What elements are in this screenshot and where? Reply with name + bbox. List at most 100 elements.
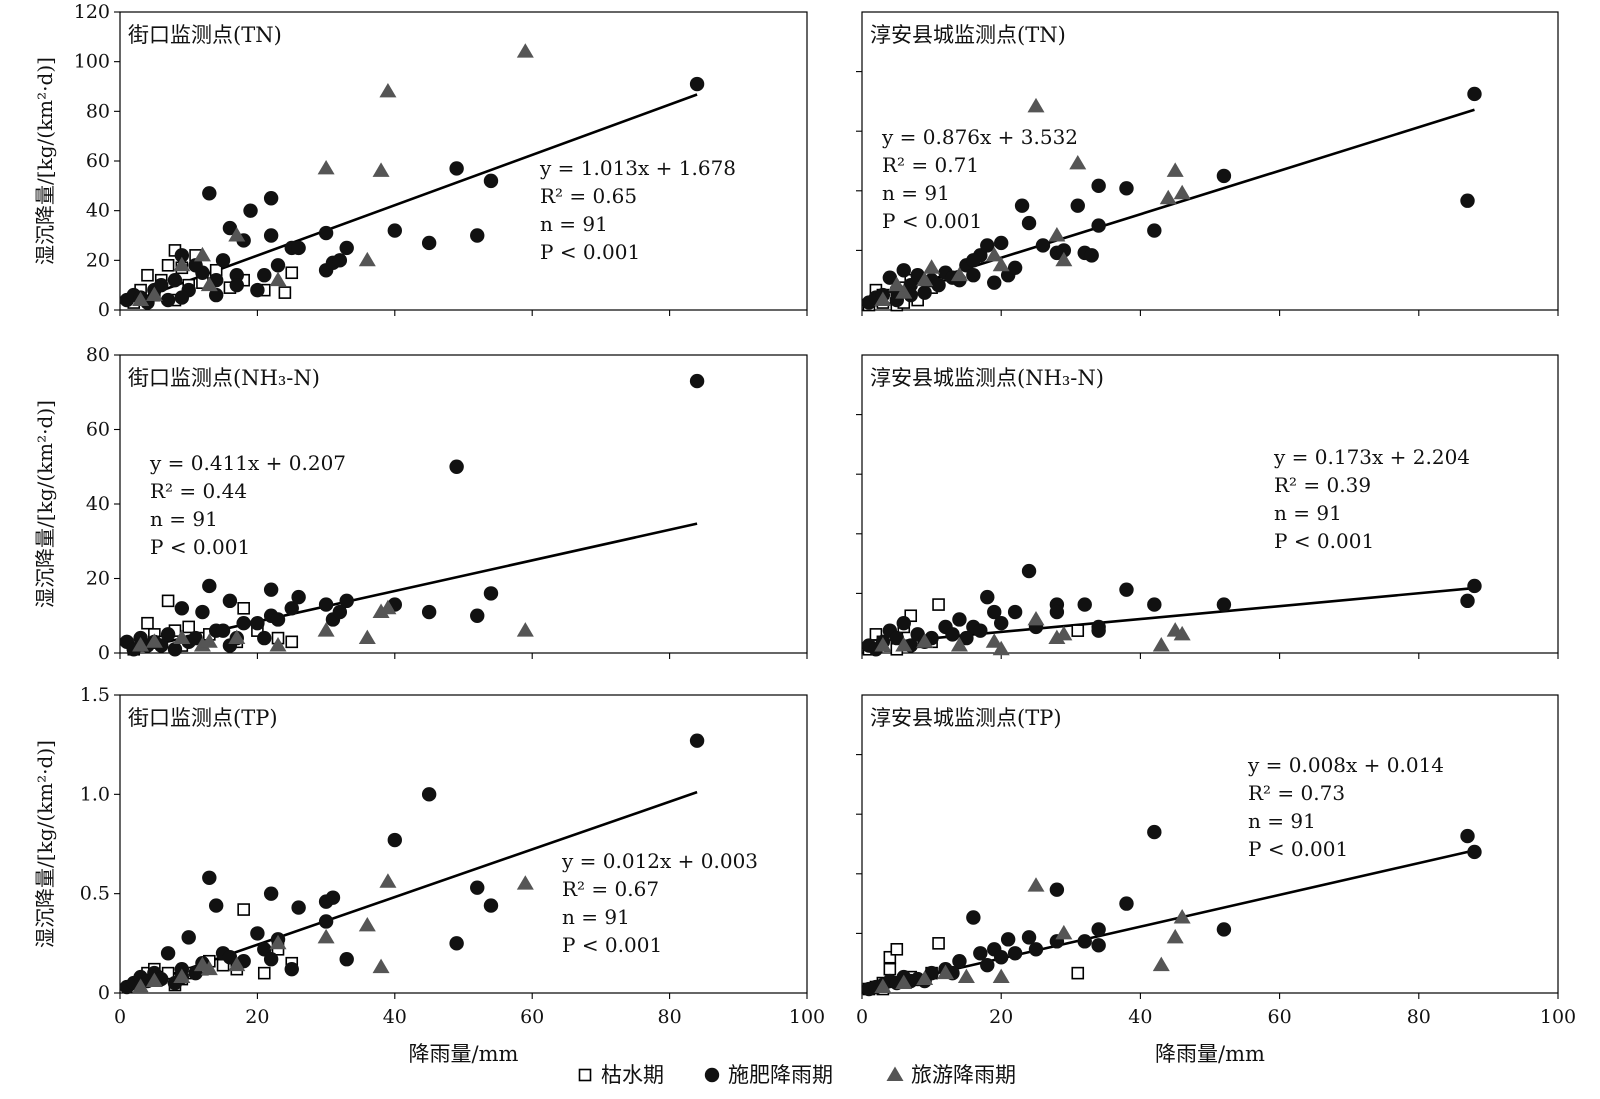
fertilization-rain-point [1147,824,1162,840]
tourism-rain-point [358,916,376,932]
tourism-rain-point [1048,227,1066,242]
tourism-rain-point [379,82,397,98]
fertilization-rain-point [339,240,354,256]
plot-frame [119,694,808,994]
fertilization-rain-point [243,203,258,218]
x-tick-label: 60 [1268,1006,1292,1028]
y-tick-label: 0 [98,642,110,664]
dry-season-point [904,609,918,623]
regression-annotation: P < 0.001 [562,933,662,957]
legend-label: 枯水期 [601,1063,664,1087]
fertilization-rain-point [263,228,279,243]
fertilization-rain-point [1007,604,1023,620]
fertilization-rain-point [318,225,334,241]
dry-season-point [141,268,154,282]
dry-season-point [257,966,271,980]
tourism-rain-point [379,873,397,888]
panel-title: 街口监测点(TP) [128,706,278,730]
tourism-rain-point [895,284,913,299]
dry-season-point [883,962,897,976]
fertilization-rain-point [387,832,402,848]
tourism-rain-point [1027,97,1045,113]
x-tick-label: 40 [1128,1006,1152,1028]
fertilization-rain-point [959,630,974,646]
fertilization-rain-point [704,1067,720,1083]
panel-title: 淳安县城监测点(NH₃-N) [870,366,1104,390]
fertilization-rain-point [1000,932,1016,947]
y-tick-label: 60 [86,419,110,441]
dry-season-point [932,937,945,950]
fertilization-rain-point [318,597,334,612]
fertilization-rain-point [222,220,238,236]
fertilization-rain-point [449,459,464,474]
dry-season-point [161,594,175,608]
fertilization-rain-point [263,886,279,901]
fertilization-rain-point [980,957,995,973]
tourism-rain-point [923,259,941,274]
fertilization-rain-point [215,623,231,638]
tourism-rain-point [1055,251,1073,267]
fertilization-rain-point [284,601,299,616]
x-tick-label: 80 [1407,1006,1431,1028]
y-tick-label: 40 [86,493,110,515]
dry-season-point [1071,966,1085,980]
regression-annotation: y = 1.013x + 1.678 [539,156,736,180]
tourism-rain-point [916,970,934,986]
tourism-rain-point [193,637,211,652]
tourism-rain-point [145,633,163,648]
tourism-rain-point [1055,625,1073,641]
fertilization-rain-point [1091,922,1106,937]
fertilization-rain-point [483,898,499,913]
fertilization-rain-point [202,578,217,594]
tourism-rain-point [895,974,913,990]
fertilization-rain-point [421,235,437,251]
fertilization-rain-point [1460,593,1475,609]
tourism-rain-point [1069,154,1087,170]
fertilization-rain-point [421,604,437,620]
tourism-rain-point [228,227,246,242]
fertilization-rain-point [208,287,224,303]
fertilization-rain-point [483,173,499,189]
panel-2: 淳安县城监测点(TN) y = 0.876x + 3.532 R² = 0.71 n … [856,11,1559,316]
plot-frame [119,354,808,654]
tourism-rain-point [516,43,534,58]
regression-annotation: R² = 0.44 [150,479,247,503]
tourism-rain-point [886,1066,904,1081]
fertilization-rain-point [339,593,354,609]
fertilization-rain-point [250,926,265,941]
series-旅游降雨期 [132,873,534,993]
fertilization-rain-point [1119,896,1134,911]
tourism-rain-point [228,956,246,972]
fertilization-rain-point [1021,930,1037,945]
fertilization-rain-point [1467,844,1482,860]
tourism-rain-point [1173,184,1191,200]
fertilization-rain-point [332,253,348,268]
y-tick-label: 100 [74,51,110,73]
series-旅游降雨期 [132,599,534,652]
y-axis-label: 湿沉降量/[kg/(km²·d)] [33,400,57,608]
fertilization-rain-point [263,191,279,206]
regression-annotation: n = 91 [882,181,950,205]
fertilization-rain-point [1049,882,1065,897]
fertilization-rain-point [966,910,981,925]
fertilization-rain-point [215,253,231,268]
tourism-rain-point [874,291,892,307]
tourism-rain-point [269,934,287,950]
fertilization-rain-point [202,870,217,885]
regression-line [861,849,1475,992]
tourism-rain-point [372,958,390,974]
fertilization-rain-point [181,930,196,945]
y-tick-label: 120 [74,1,110,23]
fertilization-rain-point [229,268,244,283]
y-tick-label: 20 [86,249,110,271]
fertilization-rain-point [229,277,244,293]
fertilization-rain-point [174,601,190,616]
panel-6: 0 20 40 60 80 100 淳安县城监测点(TP) y = 0.008x + 0.01… [856,694,1576,1066]
tourism-rain-point [228,629,246,645]
fertilization-rain-point [250,282,265,298]
fertilization-rain-point [291,589,306,605]
fertilization-rain-point [188,258,203,273]
tourism-rain-point [173,629,191,645]
regression-annotation: n = 91 [562,905,630,929]
tourism-rain-point [173,968,191,984]
